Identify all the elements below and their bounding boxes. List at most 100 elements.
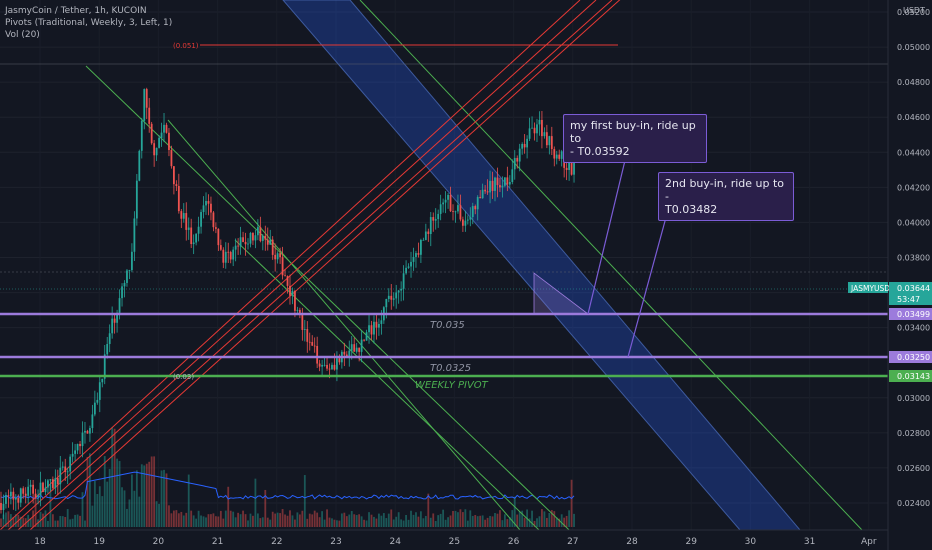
x-tick-label: 23 xyxy=(330,537,341,547)
volume-bar xyxy=(479,515,482,527)
candle-body xyxy=(252,232,254,241)
candle-body xyxy=(387,295,390,299)
candle-body xyxy=(560,151,563,159)
volume-bar xyxy=(168,505,170,527)
candle-body xyxy=(89,428,91,434)
x-tick-label: 20 xyxy=(153,537,165,547)
volume-bar xyxy=(543,511,546,527)
volume-bar xyxy=(145,463,148,527)
candle-body xyxy=(565,167,568,170)
candle-body xyxy=(291,290,294,296)
volume-bar xyxy=(420,511,422,527)
candle-body xyxy=(538,119,541,125)
callout-first-buy[interactable]: my first buy-in, ride up to - T0.03592 xyxy=(563,114,707,163)
volume-bar xyxy=(523,517,526,527)
candle-body xyxy=(113,318,116,323)
candle-body xyxy=(355,347,358,352)
volume-bar xyxy=(496,513,499,527)
volume-bar xyxy=(64,516,67,527)
volume-bar xyxy=(143,465,146,527)
volume-bar xyxy=(548,513,551,527)
volume-bar xyxy=(14,514,17,527)
volume-indicator[interactable]: Vol (20) xyxy=(5,30,40,40)
volume-bar xyxy=(536,518,538,527)
level-labels: T0.035 T0.0325 WEEKLY PIVOT xyxy=(415,320,489,391)
volume-bar xyxy=(397,512,400,527)
volume-bar xyxy=(289,510,291,527)
volume-bar xyxy=(84,520,86,527)
candle-body xyxy=(491,180,494,191)
candle-body xyxy=(74,450,76,454)
candle-body xyxy=(474,206,477,210)
volume-bar xyxy=(439,513,442,527)
volume-bars xyxy=(0,427,575,527)
volume-bar xyxy=(133,490,136,527)
volume-bar xyxy=(207,514,210,527)
candle-body xyxy=(66,471,69,473)
volume-bar xyxy=(249,513,252,527)
candle-body xyxy=(311,342,314,346)
candle-body xyxy=(249,232,252,244)
volume-ma-line xyxy=(0,471,575,500)
level-badge-text: 0.03143 xyxy=(897,372,930,381)
candle-body xyxy=(103,354,106,379)
candle-body xyxy=(318,363,321,367)
candle-body xyxy=(234,245,237,250)
volume-bar xyxy=(313,510,316,527)
candle-body xyxy=(279,253,282,258)
candle-body xyxy=(0,503,2,510)
volume-bar xyxy=(434,520,437,527)
x-tick-label: 25 xyxy=(449,537,460,547)
volume-bar xyxy=(192,515,195,527)
candle-body xyxy=(264,235,267,240)
candle-body xyxy=(27,486,30,496)
volume-bar xyxy=(126,508,128,527)
candle-body xyxy=(187,227,190,230)
candle-body xyxy=(479,196,482,199)
volume-bar xyxy=(432,513,435,527)
candle-body xyxy=(160,132,163,138)
volume-bar xyxy=(271,511,274,527)
last-price-badge xyxy=(889,282,932,305)
candle-body xyxy=(165,124,168,133)
pivots-indicator[interactable]: Pivots (Traditional, Weekly, 3, Left, 1) xyxy=(5,18,173,28)
price-badges: JASMYUSDT 0.03644 53:47 0.03499 0.03250 0.031… xyxy=(848,282,932,382)
volume-bar xyxy=(165,473,168,527)
volume-bar xyxy=(370,514,373,527)
volume-bar xyxy=(106,481,109,527)
x-tick-label: 30 xyxy=(745,537,757,547)
volume-bar xyxy=(227,486,230,527)
candle-body xyxy=(232,249,235,260)
symbol-title[interactable]: JasmyCoin / Tether, 1h, KUCOIN xyxy=(5,6,147,16)
volume-bar xyxy=(400,519,403,527)
candle-body xyxy=(548,136,551,146)
countdown-text: 53:47 xyxy=(897,295,920,304)
volume-bar xyxy=(331,518,333,527)
volume-bar xyxy=(182,515,185,527)
volume-bar xyxy=(541,509,543,527)
volume-bar xyxy=(232,511,235,527)
candle-body xyxy=(410,261,412,267)
candle-body xyxy=(259,227,262,241)
callout-second-buy[interactable]: 2nd buy-in, ride up to - T0.03482 xyxy=(658,172,794,221)
trendline xyxy=(359,0,863,530)
candle-body xyxy=(370,325,373,335)
volume-bar xyxy=(177,513,180,527)
x-tick-label: 21 xyxy=(212,537,223,547)
y-tick-label: 0.03800 xyxy=(897,254,930,263)
candle-body xyxy=(123,282,126,287)
volume-bar xyxy=(533,520,536,527)
volume-bar xyxy=(471,515,474,527)
volume-bar xyxy=(464,509,467,527)
volume-bar xyxy=(239,514,242,527)
volume-bar xyxy=(103,456,106,527)
candle-body xyxy=(2,503,5,510)
volume-bar xyxy=(390,509,393,527)
candle-body xyxy=(12,491,15,500)
volume-bar xyxy=(252,515,254,527)
x-tick-label: 28 xyxy=(626,537,638,547)
candle-body xyxy=(126,270,128,283)
volume-bar xyxy=(128,499,131,527)
symbol-badge-text: JASMYUSDT xyxy=(850,284,895,293)
